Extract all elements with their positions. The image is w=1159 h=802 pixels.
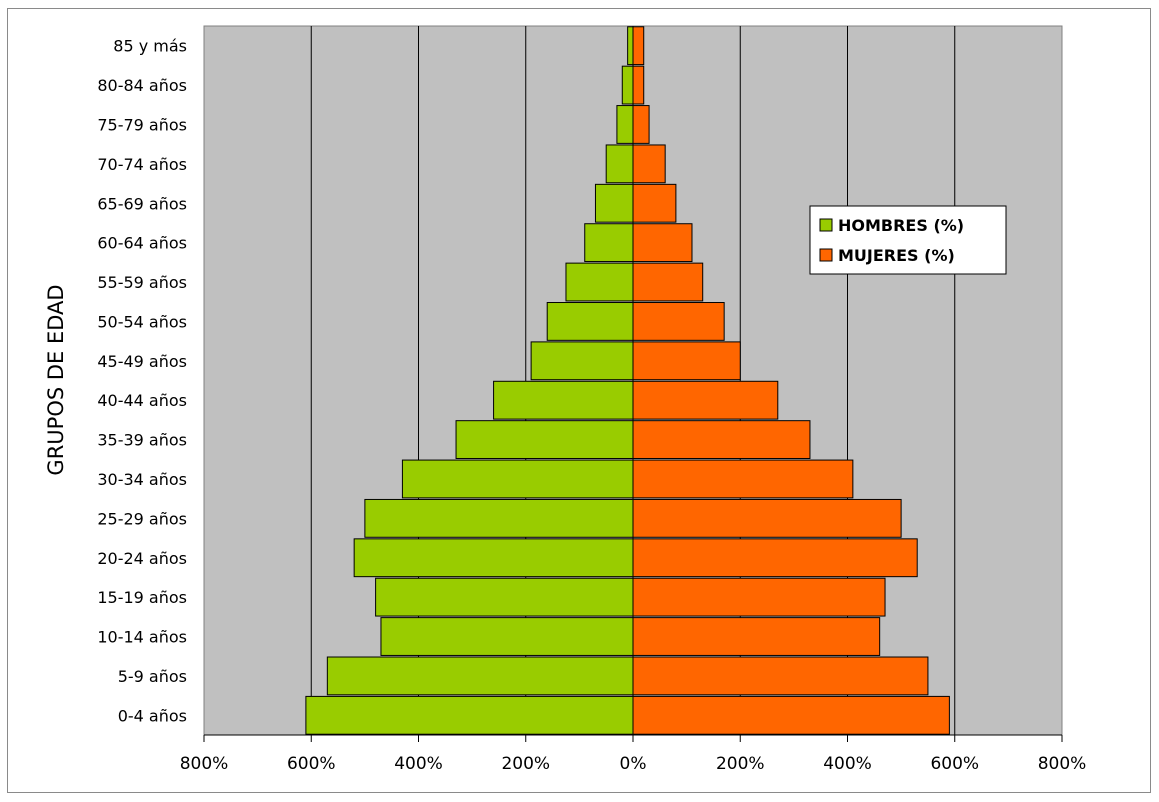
legend-label: HOMBRES (%)	[838, 216, 964, 235]
y-category-label: 25-29 años	[97, 509, 187, 528]
y-category-label: 10-14 años	[97, 628, 187, 647]
legend-swatch	[819, 248, 833, 262]
bar-mujeres	[632, 656, 929, 696]
bar-mujeres	[632, 223, 693, 263]
legend-box	[809, 205, 1007, 275]
y-category-label: 45-49 años	[97, 352, 187, 371]
legend: HOMBRES (%) MUJERES (%)	[809, 205, 1007, 275]
bar-hombres	[305, 695, 634, 735]
y-category-label: 70-74 años	[97, 155, 187, 174]
x-tick-label: 600%	[287, 754, 336, 774]
x-tick-label: 800%	[180, 754, 229, 774]
x-tick-label: 600%	[930, 754, 979, 774]
bar-hombres	[353, 538, 634, 578]
bar-hombres	[584, 223, 634, 263]
bar-mujeres	[632, 380, 779, 420]
bar-hombres	[375, 577, 634, 617]
bar-mujeres	[632, 617, 881, 656]
bar-hombres	[530, 341, 634, 381]
bar-mujeres	[632, 420, 811, 459]
legend-label: MUJERES (%)	[838, 246, 955, 265]
gridlines	[310, 26, 956, 735]
bar-hombres	[565, 262, 634, 302]
y-category-label: 0-4 años	[118, 706, 187, 725]
y-category-label: 80-84 años	[97, 76, 187, 95]
x-tick-label: 800%	[1038, 754, 1087, 774]
y-category-label: 15-19 años	[97, 588, 187, 607]
bar-hombres	[546, 302, 634, 341]
legend-swatch	[819, 218, 833, 232]
x-tick-label: 400%	[394, 754, 443, 774]
x-tick-label: 0%	[620, 754, 647, 774]
bar-mujeres	[632, 498, 902, 538]
y-category-label: 65-69 años	[97, 194, 187, 213]
x-tick-label: 400%	[823, 754, 872, 774]
y-category-label: 60-64 años	[97, 234, 187, 253]
bar-mujeres	[632, 262, 704, 302]
bar-hombres	[455, 420, 634, 459]
y-category-label: 20-24 años	[97, 549, 187, 568]
y-category-label: 35-39 años	[97, 431, 187, 450]
bar-hombres	[627, 26, 634, 66]
bar-mujeres	[632, 538, 918, 578]
y-category-label: 55-59 años	[97, 273, 187, 292]
y-axis-title: GRUPOS DE EDAD	[44, 284, 68, 475]
bars	[305, 26, 950, 735]
bar-hombres	[621, 65, 634, 105]
y-category-label: 40-44 años	[97, 391, 187, 410]
bar-mujeres	[632, 577, 886, 617]
y-axis: 0-4 años 5-9 años 10-14 años 15-19 años 20-2…	[97, 37, 187, 726]
bar-hombres	[605, 144, 634, 184]
bar-mujeres	[632, 695, 950, 735]
y-category-label: 50-54 años	[97, 312, 187, 331]
x-axis: 800% 600% 400% 200% 0% 200% 400% 600% 800%	[180, 734, 1087, 774]
bar-hombres	[594, 183, 634, 223]
bar-hombres	[401, 459, 634, 499]
bar-mujeres	[632, 105, 650, 144]
bar-hombres	[380, 617, 634, 656]
y-category-label: 30-34 años	[97, 470, 187, 489]
bar-hombres	[326, 656, 634, 696]
y-category-label: 75-79 años	[97, 115, 187, 134]
bar-mujeres	[632, 183, 677, 223]
bar-mujeres	[632, 341, 741, 381]
bar-mujeres	[632, 65, 645, 105]
x-tick-label: 200%	[501, 754, 550, 774]
bar-hombres	[493, 380, 634, 420]
x-tick-label: 200%	[716, 754, 765, 774]
bar-mujeres	[632, 302, 725, 341]
bar-hombres	[364, 498, 634, 538]
bar-hombres	[616, 105, 634, 144]
y-category-label: 5-9 años	[118, 667, 187, 686]
bar-mujeres	[632, 144, 666, 184]
bar-mujeres	[632, 459, 854, 499]
bar-mujeres	[632, 26, 645, 66]
y-category-label: 85 y más	[113, 37, 187, 56]
